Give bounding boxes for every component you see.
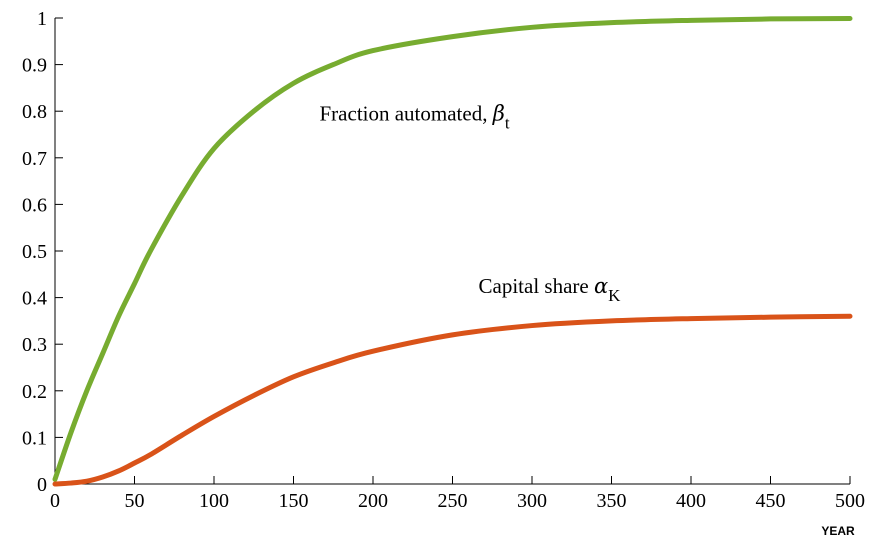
y-tick-label: 0.1 bbox=[22, 427, 47, 449]
x-axis-label: YEAR bbox=[821, 524, 855, 538]
annotation-label: Capital share αK bbox=[479, 274, 622, 305]
annotation-symbol: α bbox=[594, 274, 608, 298]
annotations: Fraction automated, βt Capital share αK bbox=[320, 102, 622, 305]
x-tick-label: 450 bbox=[756, 490, 786, 512]
y-tick-label: 0 bbox=[37, 474, 47, 496]
x-tick-label: 50 bbox=[125, 490, 145, 512]
annotation-capital-share: Capital share αK bbox=[479, 274, 622, 305]
x-tick-label: 500 bbox=[835, 490, 865, 512]
x-tick-label: 100 bbox=[199, 490, 229, 512]
annotation-fraction-automated: Fraction automated, βt bbox=[320, 102, 510, 133]
annotation-text: Capital share bbox=[479, 274, 594, 298]
x-tick-label: 150 bbox=[279, 490, 309, 512]
annotation-subscript: t bbox=[505, 114, 510, 133]
x-axis: 0 50 100 150 200 250 300 350 400 450 500 bbox=[50, 476, 865, 512]
y-tick-label: 0.2 bbox=[22, 381, 47, 403]
y-tick-label: 1 bbox=[37, 8, 47, 30]
x-tick-label: 0 bbox=[50, 490, 60, 512]
x-tick-label: 200 bbox=[358, 490, 388, 512]
annotation-symbol: β bbox=[492, 102, 505, 126]
x-tick-label: 400 bbox=[676, 490, 706, 512]
y-tick-label: 0.9 bbox=[22, 55, 47, 77]
annotation-label: Fraction automated, βt bbox=[320, 102, 510, 133]
annotation-text: Fraction automated, bbox=[320, 102, 493, 126]
series-fraction-automated-line bbox=[52, 15, 853, 482]
y-tick-label: 0.4 bbox=[22, 288, 47, 310]
y-tick-label: 0.5 bbox=[22, 241, 47, 263]
x-tick-label: 300 bbox=[517, 490, 547, 512]
x-tick-label: 250 bbox=[438, 490, 468, 512]
y-tick-label: 0.6 bbox=[22, 194, 47, 216]
y-tick-label: 0.8 bbox=[22, 101, 47, 123]
annotation-subscript: K bbox=[608, 286, 621, 305]
x-tick-label: 350 bbox=[597, 490, 627, 512]
y-tick-label: 0.3 bbox=[22, 334, 47, 356]
y-axis: 0 0.1 0.2 0.3 0.4 0.5 0.6 0.7 0.8 0.9 1 bbox=[22, 8, 63, 496]
series-lines bbox=[52, 15, 853, 487]
y-tick-label: 0.7 bbox=[22, 148, 47, 170]
series-capital-share-line bbox=[52, 313, 853, 487]
